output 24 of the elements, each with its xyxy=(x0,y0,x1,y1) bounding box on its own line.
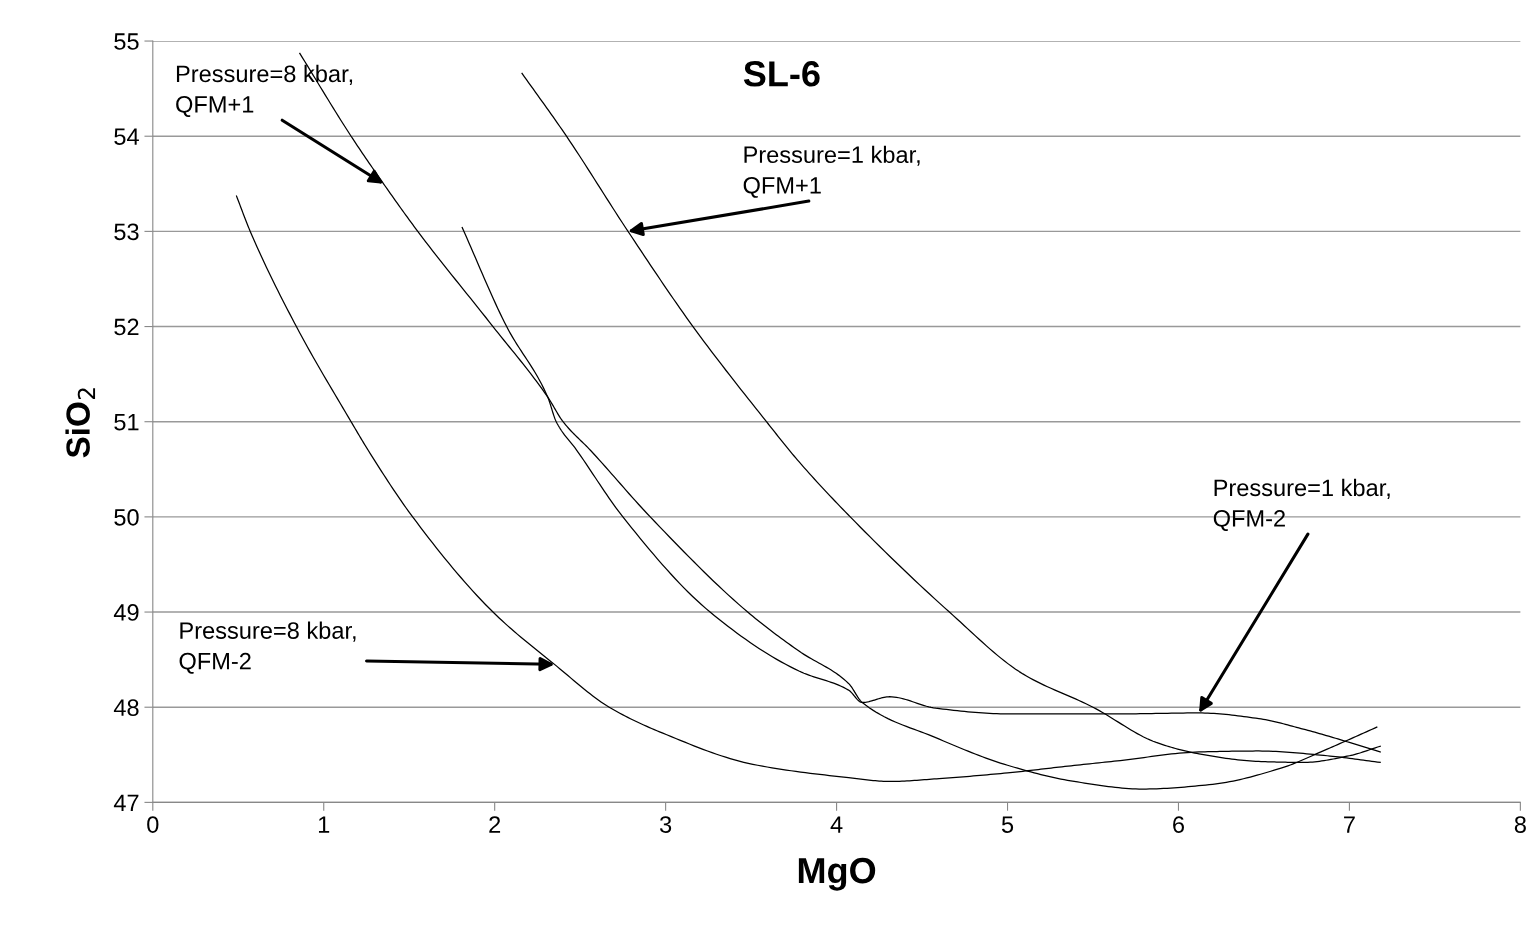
y-tick-label: 53 xyxy=(114,223,139,241)
annotation: Pressure=1 kbar, QFM+1 xyxy=(743,145,920,198)
y-tick-label: 48 xyxy=(113,699,139,716)
y-tick-label: 51 xyxy=(114,414,139,431)
x-tick-label: 6 xyxy=(1173,816,1184,833)
y-tick-label: 55 xyxy=(114,33,139,50)
x-tick-label: 8 xyxy=(1514,816,1526,833)
chart-title: SL-6 xyxy=(743,61,820,87)
x-tick-label: 0 xyxy=(147,816,159,833)
y-tick-label: 49 xyxy=(113,604,139,621)
y-axis-title: SiO$_{2}$ xyxy=(65,388,96,458)
annotation: Pressure=1 kbar, QFM-2 xyxy=(1213,478,1390,531)
x-tick-label: 1 xyxy=(318,816,330,833)
y-tick-label: 47 xyxy=(113,794,139,811)
x-tick-label: 2 xyxy=(489,816,501,833)
x-tick-label: 3 xyxy=(659,816,672,833)
x-tick-label: 7 xyxy=(1344,816,1355,833)
y-tick-label: 54 xyxy=(114,128,139,146)
x-tick-label: 4 xyxy=(830,816,843,833)
x-tick-label: 5 xyxy=(1001,816,1014,833)
annotation: Pressure=8 kbar, QFM-2 xyxy=(179,621,356,674)
y-tick-label: 50 xyxy=(114,508,139,526)
x-axis-title: MgO xyxy=(798,857,876,891)
y-tick-label: 52 xyxy=(114,318,139,336)
